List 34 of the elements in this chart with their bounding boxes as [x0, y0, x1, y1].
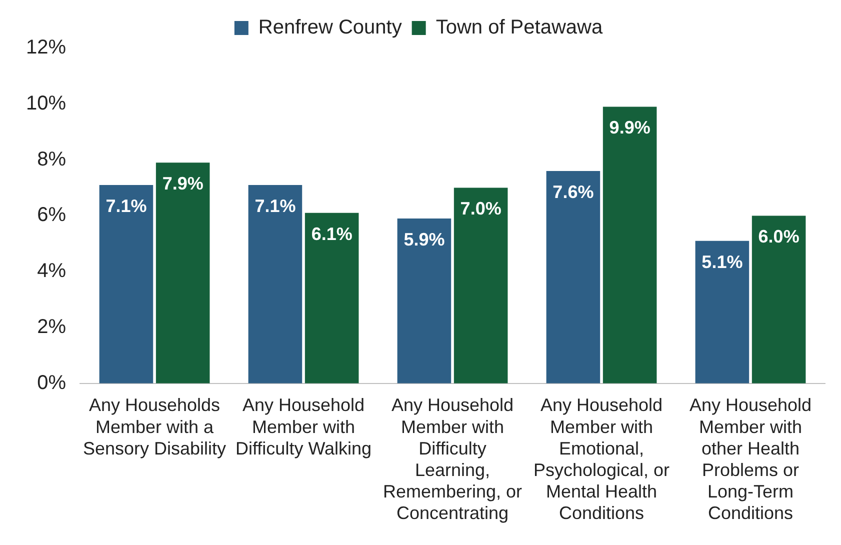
y-tick-label: 4% — [37, 260, 66, 282]
y-tick-label: 2% — [37, 316, 66, 338]
y-tick-label: 12% — [26, 36, 66, 59]
bar — [602, 106, 657, 384]
y-tick-label: 6% — [37, 204, 66, 226]
y-tick-label: 0% — [37, 372, 66, 394]
data-label: 7.6% — [552, 182, 594, 202]
x-tick-label: Any Household Member with Emotional, Psychological, or Mental Health Conditions — [533, 395, 670, 524]
bar — [695, 240, 750, 384]
bar — [304, 212, 359, 384]
y-tick-label: 10% — [26, 92, 66, 114]
bar — [156, 162, 210, 384]
data-label: 7.9% — [162, 174, 204, 194]
bar — [248, 184, 302, 384]
bar — [752, 216, 806, 384]
legend-label: Town of Petawawa — [436, 16, 604, 39]
data-label: 6.1% — [311, 224, 352, 244]
data-label: 7.0% — [460, 198, 502, 219]
data-label: 9.9% — [609, 118, 650, 138]
x-tick-label: Any Households Member with a Sensory Disability — [82, 395, 226, 458]
data-label: 7.1% — [106, 196, 147, 216]
y-tick-label: 8% — [37, 148, 66, 170]
data-label: 5.9% — [404, 229, 445, 250]
bar — [397, 218, 452, 384]
data-label: 7.1% — [254, 196, 296, 216]
x-tick-label: Any Household Member with Difficulty Learning, Remembering, or Concentrating — [382, 395, 522, 524]
bar — [99, 184, 154, 384]
data-label: 5.1% — [702, 252, 743, 272]
data-label: 6.0% — [758, 226, 800, 247]
x-tick-label: Any Household Member with other Health Problems or Long-Term Conditions — [689, 395, 812, 524]
bar — [546, 170, 600, 384]
legend-label: Renfrew County — [258, 16, 402, 39]
x-tick-label: Any Household Member with Difficulty Walking — [235, 395, 372, 458]
bar — [454, 188, 508, 384]
